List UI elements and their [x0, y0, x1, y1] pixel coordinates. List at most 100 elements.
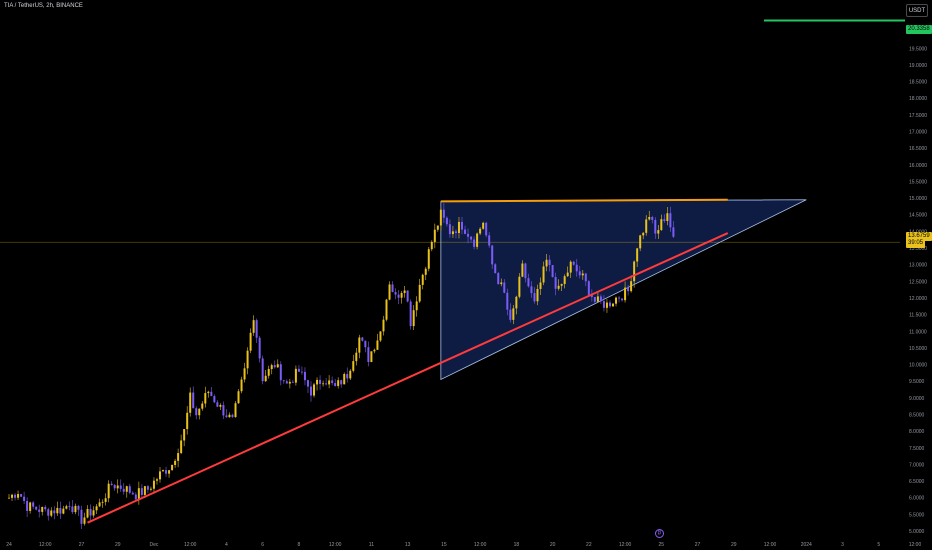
candle-body	[479, 228, 482, 234]
candle-body	[473, 239, 476, 247]
candle-body	[17, 494, 20, 498]
x-tick-label: 6	[261, 542, 264, 548]
x-tick-label: Dec	[150, 542, 159, 548]
candle-body	[77, 505, 80, 510]
candle-body	[165, 470, 168, 474]
candle-body	[485, 222, 488, 236]
candle-body	[545, 259, 548, 267]
candle-body	[162, 470, 165, 472]
candle-body	[581, 273, 584, 276]
candle-body	[35, 506, 38, 510]
x-tick-label: 29	[115, 542, 121, 548]
candle-body	[657, 230, 660, 234]
y-tick-label: 15.5000	[909, 179, 927, 185]
candle-body	[651, 217, 654, 220]
candle-body	[503, 282, 506, 293]
candle-body	[56, 507, 59, 514]
candle-body	[131, 492, 134, 495]
candle-body	[80, 509, 83, 524]
candle-body	[445, 217, 448, 225]
candle-body	[228, 414, 231, 418]
candle-body	[633, 261, 636, 282]
y-tick-label: 5.5000	[909, 512, 925, 518]
candle-body	[86, 509, 89, 518]
currency-button[interactable]: USDT	[906, 4, 928, 17]
candle-body	[355, 352, 358, 362]
candle-body	[439, 209, 442, 226]
candle-body	[297, 368, 300, 372]
candle-body	[198, 408, 201, 416]
candle-body	[627, 287, 630, 292]
candle-body	[110, 483, 113, 486]
candle-body	[618, 297, 621, 299]
x-tick-label: 13	[405, 542, 411, 548]
x-tick-label: 3	[841, 542, 844, 548]
candle-body	[672, 227, 675, 237]
candle-body	[536, 288, 539, 302]
candles-layer	[8, 203, 675, 530]
candle-body	[488, 235, 491, 246]
candle-body	[32, 502, 35, 507]
x-tick-label: 18	[514, 542, 520, 548]
candle-body	[663, 219, 666, 221]
candle-body	[159, 471, 161, 480]
y-tick-label: 6.0000	[909, 496, 925, 502]
y-tick-label: 10.0000	[909, 363, 927, 369]
candle-body	[391, 284, 394, 293]
candle-body	[68, 506, 71, 507]
candle-body	[608, 302, 611, 307]
y-tick-label: 8.0000	[909, 429, 925, 435]
x-tick-label: 4	[225, 542, 228, 548]
candle-body	[654, 219, 657, 234]
y-tick-label: 16.5000	[909, 146, 927, 152]
candle-body	[20, 494, 23, 497]
candle-body	[168, 470, 171, 474]
dividend-icon[interactable]: ₿	[655, 529, 664, 538]
candle-body	[451, 231, 454, 235]
x-tick-label: 15	[441, 542, 447, 548]
candle-body	[98, 502, 101, 507]
candle-body	[669, 213, 672, 228]
candle-body	[548, 259, 551, 265]
candle-body	[572, 261, 575, 265]
candle-body	[180, 440, 183, 454]
y-tick-label: 9.5000	[909, 379, 925, 385]
x-tick-label: 5	[877, 542, 880, 548]
price-axis[interactable]: 5.0000 5.5000 6.0000 6.5000 7.0000 7.5000 8.00…	[909, 13, 927, 535]
x-tick-label: 12:00	[184, 542, 197, 548]
candle-body	[213, 396, 216, 403]
x-tick-label: 12:00	[619, 542, 632, 548]
candle-body	[394, 292, 397, 295]
y-tick-label: 11.5000	[909, 313, 927, 319]
candle-body	[41, 506, 44, 512]
x-tick-label: 24	[6, 542, 12, 548]
candle-body	[430, 241, 433, 250]
candle-body	[587, 281, 590, 295]
candle-body	[566, 272, 569, 277]
x-tick-label: 12:00	[764, 542, 777, 548]
y-tick-label: 18.0000	[909, 96, 927, 102]
candle-body	[95, 506, 98, 511]
candle-body	[376, 340, 379, 350]
x-tick-label: 12:00	[329, 542, 342, 548]
time-axis[interactable]: 24 12:00 27 29 Dec 12:00 4 6 8 12:00 11 13 15 12:00 18…	[6, 542, 921, 548]
candle-body	[388, 284, 391, 300]
candle-body	[231, 414, 234, 417]
candle-body	[210, 391, 213, 397]
candle-body	[234, 403, 237, 417]
x-tick-label: 8	[298, 542, 301, 548]
x-tick-label: 29	[731, 542, 737, 548]
candle-body	[313, 384, 316, 396]
x-tick-label: 2024	[801, 542, 812, 548]
y-tick-label: 14.5000	[909, 213, 927, 219]
candle-body	[74, 505, 77, 513]
candle-body	[252, 320, 255, 333]
candle-body	[596, 296, 599, 302]
candle-body	[104, 498, 107, 502]
candle-body	[149, 488, 152, 490]
trendlines-layer	[87, 198, 729, 524]
symbol-title[interactable]: TIA / TetherUS, 2h, BINANCE	[4, 3, 83, 9]
candle-body	[243, 368, 246, 380]
candle-body	[467, 233, 470, 237]
